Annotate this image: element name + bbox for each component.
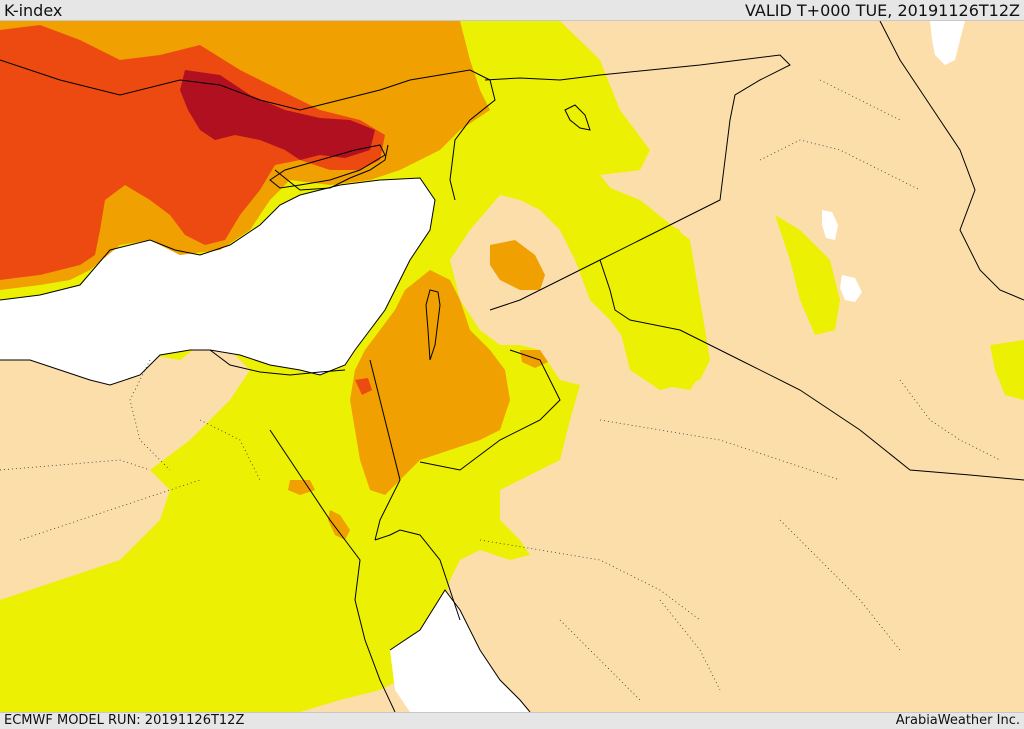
mediterranean-sea bbox=[0, 178, 435, 385]
lake-1 bbox=[822, 210, 838, 240]
province-boundaries bbox=[0, 79, 1001, 701]
k-index-level-4 bbox=[180, 70, 375, 160]
k-index-map bbox=[0, 21, 1024, 712]
footer-bar: ECMWF MODEL RUN: 20191126T12Z ArabiaWeat… bbox=[0, 712, 1024, 729]
model-run-label: ECMWF MODEL RUN: 20191126T12Z bbox=[4, 713, 245, 728]
credit-label: ArabiaWeather Inc. bbox=[895, 713, 1020, 728]
header-bar: K-index VALID T+000 TUE, 20191126T12Z bbox=[0, 0, 1024, 21]
caspian-fragment bbox=[930, 21, 965, 65]
map-title: K-index bbox=[4, 1, 63, 20]
red-sea bbox=[390, 590, 530, 712]
valid-time-label: VALID T+000 TUE, 20191126T12Z bbox=[744, 1, 1020, 20]
coastlines bbox=[0, 104, 591, 712]
country-borders bbox=[0, 21, 1024, 712]
map-canvas bbox=[0, 21, 1024, 712]
lake-2 bbox=[840, 275, 862, 302]
